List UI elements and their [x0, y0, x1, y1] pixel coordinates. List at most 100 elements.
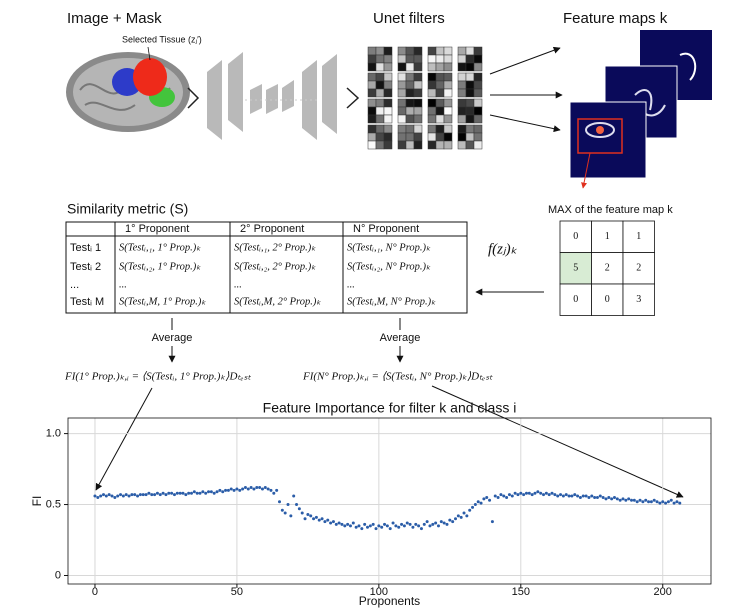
filter-cell — [383, 88, 393, 98]
data-point — [473, 503, 477, 507]
table-cell: S(Testᵢ,M, N° Prop.)ₖ — [347, 296, 436, 307]
data-point — [187, 491, 191, 495]
data-point — [150, 493, 154, 497]
annotation: Selected Tissue (zⱼ′) — [122, 34, 202, 44]
filter-cell — [413, 132, 423, 142]
filter-cell — [443, 124, 453, 134]
data-point — [167, 491, 171, 495]
filter-cell — [413, 80, 423, 90]
data-point — [468, 508, 472, 512]
filter-cell — [435, 106, 445, 116]
data-point — [584, 494, 588, 498]
data-point — [490, 520, 494, 524]
filter-cell — [375, 132, 385, 142]
filter-cell — [375, 72, 385, 82]
data-point — [260, 487, 264, 491]
data-point — [539, 491, 543, 495]
data-point — [388, 527, 392, 531]
table-header: N° Proponent — [353, 223, 419, 235]
row-label: Testᵢ 1 — [70, 242, 101, 254]
filter-cell — [443, 140, 453, 150]
filter-cell — [465, 98, 475, 108]
data-point — [612, 495, 616, 499]
data-point — [635, 500, 639, 504]
grid-value: 1 — [605, 231, 610, 242]
data-point — [465, 514, 469, 518]
data-point — [218, 488, 222, 492]
filter-cell — [473, 124, 483, 134]
data-point — [363, 522, 367, 526]
data-point — [658, 501, 662, 505]
data-point — [138, 493, 142, 497]
filter-cell — [465, 124, 475, 134]
data-point — [397, 525, 401, 529]
data-point — [312, 517, 316, 521]
data-point — [601, 495, 605, 499]
data-point — [533, 491, 537, 495]
filter-cell — [473, 132, 483, 142]
filter-cell — [405, 98, 415, 108]
table-border — [65, 221, 468, 314]
filter-cell — [457, 46, 467, 56]
data-point — [365, 525, 369, 529]
y-tick-label: 0 — [55, 569, 61, 581]
data-point — [422, 522, 426, 526]
row-label: ... — [70, 279, 79, 291]
table-cell: S(Testᵢ,₁, 1° Prop.)ₖ — [119, 242, 201, 253]
y-axis-label: FI — [30, 496, 44, 507]
filter-cell — [443, 54, 453, 64]
data-point — [428, 524, 432, 528]
table-cell: S(Testᵢ,₁, 2° Prop.)ₖ — [234, 242, 316, 253]
filter-cell — [435, 62, 445, 72]
data-point — [320, 517, 324, 521]
arrow — [489, 46, 561, 75]
filter-cell — [435, 80, 445, 90]
filter-cell — [413, 106, 423, 116]
filter-cell — [413, 124, 423, 134]
data-point — [258, 486, 262, 490]
filter-cell — [427, 114, 437, 124]
filter-cell — [465, 46, 475, 56]
filter-cell — [383, 124, 393, 134]
data-point — [343, 524, 347, 528]
filter-cell — [465, 106, 475, 116]
data-point — [414, 522, 418, 526]
filter-cell — [413, 62, 423, 72]
function-label: f(zⱼ)ₖ — [488, 241, 518, 257]
filter-cell — [413, 54, 423, 64]
data-point — [215, 490, 219, 494]
data-point — [189, 491, 193, 495]
y-tick-label: 0.5 — [46, 498, 61, 510]
filter-cell — [435, 54, 445, 64]
filter-cell — [397, 140, 407, 150]
filter-cell — [465, 140, 475, 150]
table-cell: S(Testᵢ,₂, 1° Prop.)ₖ — [119, 261, 201, 272]
data-point — [675, 500, 679, 504]
filter-cell — [443, 88, 453, 98]
data-point — [235, 487, 239, 491]
data-point — [380, 525, 384, 529]
filter-cell — [435, 88, 445, 98]
grid-value: 0 — [573, 231, 578, 242]
data-point — [567, 494, 571, 498]
filter-cell — [427, 132, 437, 142]
x-tick-label: 200 — [654, 586, 672, 598]
table-cell: ... — [234, 279, 242, 290]
data-point — [158, 493, 162, 497]
brain-image — [66, 52, 190, 132]
panel-title: Unet filters — [373, 10, 445, 27]
x-tick-label: 50 — [231, 586, 243, 598]
data-point — [445, 522, 449, 526]
filter-cell — [413, 98, 423, 108]
data-point — [669, 498, 673, 502]
filter-cell — [383, 106, 393, 116]
data-point — [303, 517, 307, 521]
grid-value: 0 — [573, 294, 578, 305]
data-point — [436, 524, 440, 528]
filter-cell — [435, 46, 445, 56]
data-point — [425, 520, 429, 524]
filter-cell — [375, 46, 385, 56]
data-point — [286, 503, 290, 507]
filter-cell — [457, 124, 467, 134]
data-point — [505, 495, 509, 499]
